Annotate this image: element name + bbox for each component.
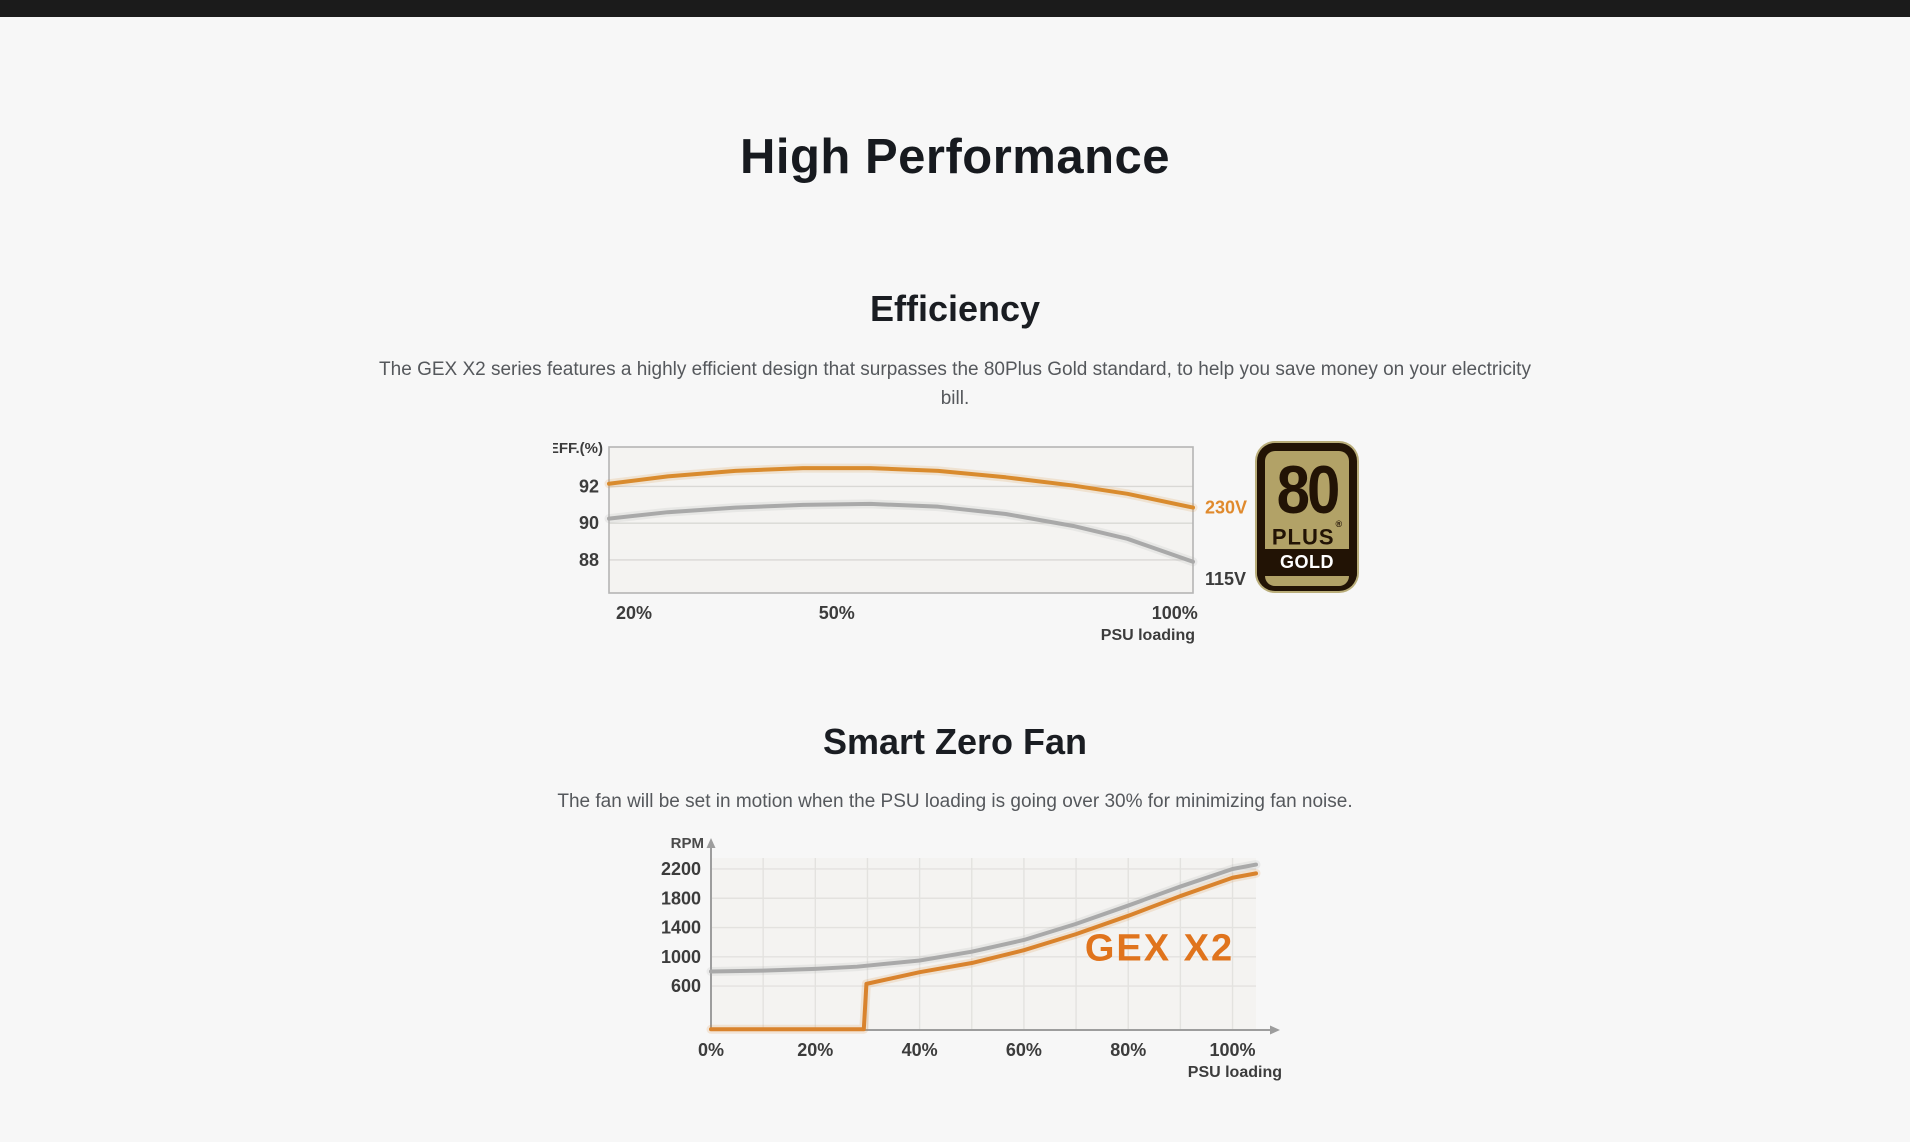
badge-tier-label: GOLD [1280,551,1334,572]
fan-chart: 600 1000 1400 1800 2200 0% 20% 40% 60% 80% 100% RPM… [660,828,1290,1089]
badge-plus-text: PLUS® [1271,518,1344,549]
page-title: High Performance [739,130,1171,184]
y-axis-title: RPM [670,835,703,852]
fan-section: Smart Zero Fan The fan will be set in mo… [0,720,1910,1089]
badge-gold-panel: 80 PLUS® [1265,450,1349,549]
x-tick-label: 80% [1110,1040,1146,1060]
x-axis-arrow-icon [1269,1025,1280,1035]
badge-80-text: 80 [1276,451,1341,527]
series-115V [607,501,1195,564]
series-230V [607,465,1195,510]
series-gray-line [708,862,1258,974]
x-tick-label: 20% [797,1040,833,1060]
efficiency-chart: 230V 115V 92 90 88 20% 50% 100% EFF.(%) PSU loadi… [549,439,1257,656]
y-tick-label: 90 [579,513,599,533]
series-label-115V: 115V [1205,569,1246,589]
x-tick-label: 60% [1005,1040,1041,1060]
page-content: High Performance Efficiency The GEX X2 s… [0,129,1910,1089]
y-tick-label: 92 [579,476,599,496]
fan-chart-row: 600 1000 1400 1800 2200 0% 20% 40% 60% 80% 100% RPM… [0,828,1910,1089]
efficiency-description: The GEX X2 series features a highly effi… [379,358,1531,409]
efficiency-section: Efficiency The GEX X2 series features a … [0,287,1910,655]
x-tick-label: 40% [901,1040,937,1060]
x-tick-label: 100% [1209,1040,1255,1060]
x-axis-title: PSU loading [1101,627,1195,644]
y-tick-label: 2200 [661,859,701,879]
y-tick-label: 1800 [661,888,701,908]
80-plus-gold-badge: 80 PLUS® GOLD [1257,442,1357,591]
badge-tier-band: GOLD [1257,548,1357,576]
top-bar [0,0,1910,17]
fan-description: The fan will be set in motion when the P… [557,790,1353,812]
y-tick-label: 88 [579,549,599,569]
x-tick-label: 100% [1152,603,1198,623]
efficiency-chart-svg: 230V 115V 92 90 88 20% 50% 100% EFF.(%) PSU loadi… [549,440,1247,644]
series-orange-line [708,871,1258,1031]
x-axis-title: PSU loading [1187,1064,1281,1081]
efficiency-heading: Efficiency [869,288,1041,330]
fan-chart-svg: 600 1000 1400 1800 2200 0% 20% 40% 60% 80% 100% RPM… [660,835,1281,1081]
x-tick-label: 20% [616,603,652,623]
chart-annotation-gex-x2: GEX X2 [1084,927,1233,969]
y-tick-label: 600 [670,976,700,996]
badge-foot-strip [1265,575,1349,586]
fan-heading: Smart Zero Fan [822,720,1088,762]
y-axis-arrow-icon [706,837,715,848]
efficiency-chart-row: 230V 115V 92 90 88 20% 50% 100% EFF.(%) PSU loadi… [0,439,1910,656]
y-tick-label: 1400 [661,917,701,937]
badge-plus-label: PLUS [1271,523,1335,549]
x-tick-label: 50% [819,603,855,623]
y-tick-label: 1000 [661,947,701,967]
x-tick-label: 0% [697,1040,723,1060]
series-label-230V: 230V [1205,497,1247,517]
y-axis-title: EFF.(%) [553,440,603,457]
registered-mark: ® [1335,518,1344,529]
plot-background [710,857,1256,1030]
